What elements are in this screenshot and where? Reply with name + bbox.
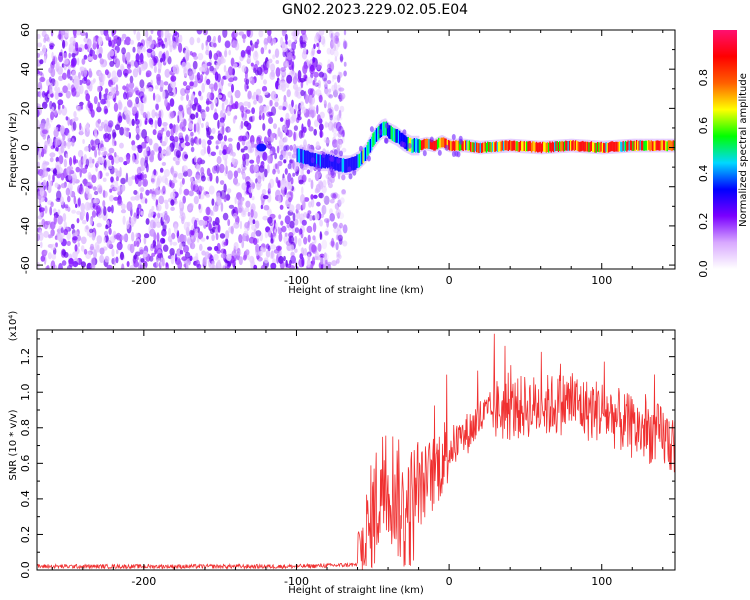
colorbar-tick-label: 0.0 (697, 260, 710, 278)
y-tick-label: -20 (19, 178, 32, 196)
x-axis-label: Height of straight line (km) (288, 585, 424, 596)
figure-title: GN02.2023.229.02.05.E04 (281, 2, 469, 18)
colorbar-tick-label: 0.8 (697, 69, 710, 87)
x-tick-label: -200 (131, 575, 156, 588)
y-tick-label: 40 (19, 62, 32, 76)
y-tick-label: 20 (19, 101, 32, 115)
x-tick-label: -100 (284, 575, 309, 588)
y-tick-label: 0 (19, 144, 32, 151)
colorbar-label: Normalized spectral amplitude (738, 73, 749, 227)
y-axis-label: SNR (10 * v/v) (8, 409, 19, 480)
colorbar (713, 30, 737, 269)
x-tick-label: 100 (591, 274, 612, 287)
colorbar-tick-label: 0.6 (697, 117, 710, 135)
x-tick-label: -100 (284, 274, 309, 287)
y-tick-label: 60 (19, 23, 32, 37)
colorbar-tick-label: 0.4 (697, 165, 710, 183)
x-tick-label: -200 (131, 274, 156, 287)
snr-plot (37, 333, 675, 570)
y-tick-label: 0.8 (19, 419, 32, 437)
y-tick-label: -40 (19, 217, 32, 235)
x-tick-label: 0 (446, 575, 453, 588)
spectrogram (37, 30, 675, 269)
y-tick-label: 1.0 (19, 383, 32, 401)
y-tick-label: -60 (19, 256, 32, 274)
snr-frame (36, 329, 676, 571)
spectrogram-frame (36, 29, 676, 270)
x-tick-label: 0 (446, 274, 453, 287)
y-axis-label: Frequency (Hz) (8, 112, 19, 188)
colorbar-tick-label: 0.2 (697, 212, 710, 230)
snr-series-line (37, 333, 675, 570)
y-tick-label: 1.2 (19, 348, 32, 366)
x-axis-label: Height of straight line (km) (288, 285, 424, 296)
y-tick-label: 0.2 (19, 526, 32, 544)
y-tick-label: 0.0 (19, 561, 32, 579)
x-tick-label: 100 (591, 575, 612, 588)
y-tick-label: 0.4 (19, 490, 32, 508)
y-multiplier-label: (x10⁴) (8, 311, 19, 342)
y-tick-label: 0.6 (19, 455, 32, 473)
